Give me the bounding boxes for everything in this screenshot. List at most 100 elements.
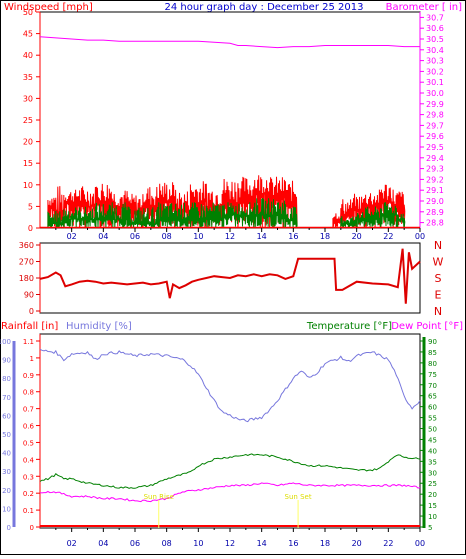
- baro-tick-label: 29.9: [426, 100, 444, 109]
- humidity-tick-label: 70: [2, 394, 11, 402]
- rain-tick-label: 0.2: [23, 490, 34, 498]
- wind-left-ticks: 0 5 10 15 20 25 30 35 40 45 50: [23, 8, 40, 233]
- x-tick-label: 10: [193, 539, 203, 548]
- baro-tick-label: 29.6: [426, 132, 444, 141]
- x-tick-label: 12: [225, 232, 235, 241]
- direction-series: [39, 248, 421, 304]
- humidity-tick-label: 0: [7, 524, 11, 532]
- baro-tick-label: 30.7: [426, 13, 444, 22]
- barometer-line: [39, 36, 420, 49]
- temp-tick-label: 85: [428, 349, 437, 357]
- baro-tick-label: 29.0: [426, 197, 444, 206]
- th-x-ticks: 02 04 06 08 10 12 14 16 18 20 22 00: [55, 528, 425, 548]
- baro-tick-label: 30.5: [426, 35, 444, 44]
- humidity-tick-label: 10: [2, 505, 11, 513]
- x-tick-label: 16: [288, 232, 298, 241]
- wind-tick-label: 25: [23, 116, 33, 125]
- direction-tick-label: 0: [29, 307, 34, 316]
- compass-label: W: [433, 256, 444, 269]
- baro-tick-label: 30.1: [426, 78, 444, 87]
- wind-tick-label: 20: [23, 138, 33, 147]
- temp-tick-label: 75: [428, 371, 437, 379]
- x-tick-label: 08: [162, 539, 172, 548]
- x-tick-label: 04: [98, 232, 108, 241]
- baro-right-label: Barometer [ in]: [386, 2, 462, 13]
- rain-tick-label: 0.5: [23, 439, 34, 447]
- dewpoint-label: Dew Point [°F]: [391, 321, 463, 332]
- baro-tick-label: 29.8: [426, 111, 444, 120]
- temp-humidity-lines: [39, 348, 421, 527]
- baro-tick-label: 29.2: [426, 175, 444, 184]
- baro-tick-label: 29.7: [426, 121, 444, 130]
- wind-tick-label: 40: [23, 51, 33, 60]
- direction-left-ticks: 0 90 180 270 360: [19, 241, 40, 316]
- rain-tick-label: 0.8: [23, 389, 34, 397]
- rain-tick-label: 1: [30, 355, 34, 363]
- dewpoint-series: [39, 482, 421, 503]
- wind-tick-label: 0: [28, 224, 33, 233]
- wind-tick-label: 45: [23, 30, 33, 39]
- x-tick-label: 06: [130, 232, 140, 241]
- baro-tick-label: 30.6: [426, 24, 444, 33]
- rain-tick-label: 0.3: [23, 473, 34, 481]
- x-tick-label: 18: [320, 232, 330, 241]
- wind-tick-label: 10: [23, 181, 33, 190]
- chart-title: 24 hour graph day : December 25 2013: [165, 2, 364, 13]
- x-tick-label: 02: [67, 539, 77, 548]
- temp-tick-label: 80: [428, 360, 437, 368]
- x-tick-label: 02: [67, 232, 77, 241]
- temp-tick-label: 35: [428, 458, 437, 466]
- x-tick-label: 20: [352, 539, 362, 548]
- wind-average-trace: [47, 197, 406, 229]
- x-tick-label: 18: [320, 539, 330, 548]
- x-tick-label: 10: [193, 232, 203, 241]
- rain-tick-label: 0.9: [23, 372, 34, 380]
- humidity-tick-label: 90: [2, 357, 11, 365]
- x-tick-label: 06: [130, 539, 140, 548]
- baro-tick-label: 30.2: [426, 67, 444, 76]
- baro-tick-label: 29.3: [426, 165, 444, 174]
- temp-tick-label: 50: [428, 426, 437, 434]
- direction-tick-label: 270: [19, 258, 34, 267]
- sunset-label: Sun Set: [285, 493, 312, 501]
- x-tick-label: 00: [415, 539, 425, 548]
- wind-tick-label: 30: [23, 94, 33, 103]
- x-tick-label: 00: [415, 232, 425, 241]
- rain-tick-label: 1.1: [23, 338, 34, 346]
- temperature-ticks: 5 10 15 20 25 30 35 40 45 50 55 60 65 70 75 80 85 90: [420, 338, 437, 532]
- x-tick-label: 04: [98, 539, 108, 548]
- rain-humidity-ticks: 0 0.1 0.2 0.3 0.4 0.5 0.6 0.7 0.8 0.9 1 1.1 0 10 20 30 4…: [0, 338, 40, 532]
- x-tick-label: 08: [162, 232, 172, 241]
- temp-tick-label: 25: [428, 480, 437, 488]
- wind-tick-label: 35: [23, 73, 33, 82]
- temp-tick-label: 45: [428, 436, 437, 444]
- x-tick-label: 14: [257, 232, 267, 241]
- baro-tick-label: 30.4: [426, 46, 444, 55]
- baro-right-ticks: 28.8 28.9 29.0 29.1 29.229.3 29.4 29.5 29.6 29.7…: [420, 13, 444, 228]
- humidity-series: [39, 348, 421, 423]
- direction-line: [39, 248, 421, 304]
- compass-label: N: [434, 305, 442, 318]
- rainfall-label: Rainfall [in]: [1, 321, 58, 332]
- temp-tick-label: 30: [428, 469, 437, 477]
- rain-tick-label: 0.4: [23, 456, 35, 464]
- temp-humidity-panel: Rainfall [in] Humidity [%] Temperature […: [0, 321, 463, 548]
- rain-tick-label: 0.6: [23, 423, 35, 431]
- baro-tick-label: 29.4: [426, 154, 444, 163]
- temperature-series: [39, 453, 421, 489]
- temp-tick-label: 55: [428, 415, 437, 423]
- humidity-tick-label: 30: [2, 468, 11, 476]
- humidity-tick-label: 20: [2, 487, 11, 495]
- wind-tick-label: 5: [28, 202, 33, 211]
- x-tick-label: 12: [225, 539, 235, 548]
- rain-tick-label: 0: [30, 524, 34, 532]
- barometer-series: [39, 36, 420, 49]
- sun-markers: Sun Rise Sun Set: [144, 493, 312, 528]
- humidity-tick-label: 50: [2, 431, 11, 439]
- temp-tick-label: 40: [428, 447, 437, 455]
- wind-panel: Windspeed [mph] 24 hour graph day : Dece…: [4, 2, 462, 241]
- temp-tick-label: 65: [428, 393, 437, 401]
